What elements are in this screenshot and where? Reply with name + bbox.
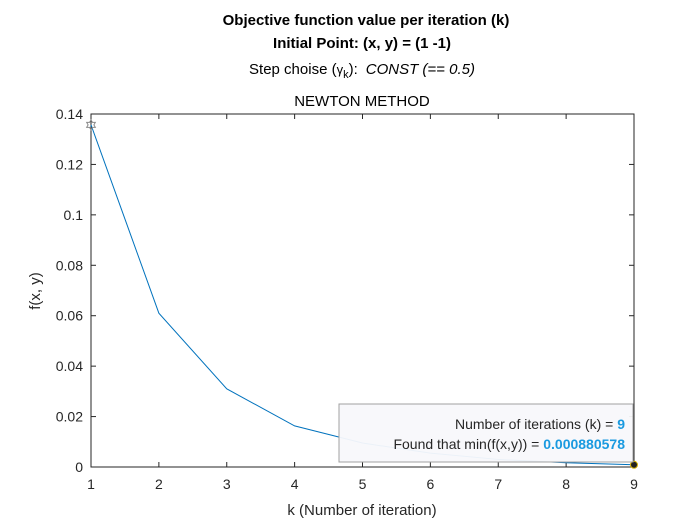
annotation-iterations-label: Number of iterations (k) = [455, 416, 617, 432]
title-line-3-mid: ): [349, 61, 358, 78]
title-line-3-gamma: γ [337, 62, 344, 77]
y-tick-label: 0.02 [56, 409, 83, 425]
title-line-3: Step choise (γk): CONST (== 0.5) [249, 61, 475, 81]
x-tick-label: 8 [562, 476, 570, 492]
annotation-background [338, 403, 634, 463]
y-tick-label: 0.06 [56, 308, 83, 324]
title-line-3-sub: k [343, 69, 349, 81]
annotation-line-2: Found that min(f(x,y)) = 0.000880578 [393, 436, 625, 452]
start-point-marker [85, 118, 97, 131]
annotation-min-label: Found that min(f(x,y)) = [393, 436, 543, 452]
x-tick-label: 6 [426, 476, 434, 492]
y-tick-label: 0.08 [56, 257, 83, 273]
x-tick-label: 5 [359, 476, 367, 492]
title-line-3-italic: CONST (== 0.5) [366, 61, 475, 78]
y-tick-label: 0.1 [64, 207, 84, 223]
x-tick-label: 2 [155, 476, 163, 492]
x-tick-label: 3 [223, 476, 231, 492]
title-line-3-prefix: Step choise ( [249, 61, 337, 78]
annotation-box: Number of iterations (k) = 9 Found that … [338, 403, 634, 463]
x-axis-label: k (Number of iteration) [287, 502, 436, 519]
annotation-min-value: 0.000880578 [543, 436, 625, 452]
x-tick-label: 9 [630, 476, 638, 492]
x-tick-label: 4 [291, 476, 299, 492]
x-tick-label: 1 [87, 476, 95, 492]
y-tick-label: 0 [75, 459, 83, 475]
title-line-1: Objective function value per iteration (… [223, 12, 510, 29]
end-point-marker [630, 460, 638, 469]
annotation-iterations-value: 9 [617, 416, 625, 432]
y-axis-label: f(x, y) [27, 272, 44, 310]
axis-ticks: 1 2 3 4 5 6 7 8 9 0 0.02 0.04 0.06 0.08 0.1 0.12 0.14 [56, 106, 638, 492]
title-line-2: Initial Point: (x, y) = (1 -1) [273, 35, 451, 52]
axes-title: NEWTON METHOD [294, 93, 430, 110]
y-tick-label: 0.12 [56, 156, 83, 172]
y-tick-label: 0.14 [56, 106, 83, 122]
y-tick-label: 0.04 [56, 358, 83, 374]
x-tick-label: 7 [494, 476, 502, 492]
annotation-line-1: Number of iterations (k) = 9 [455, 416, 625, 432]
